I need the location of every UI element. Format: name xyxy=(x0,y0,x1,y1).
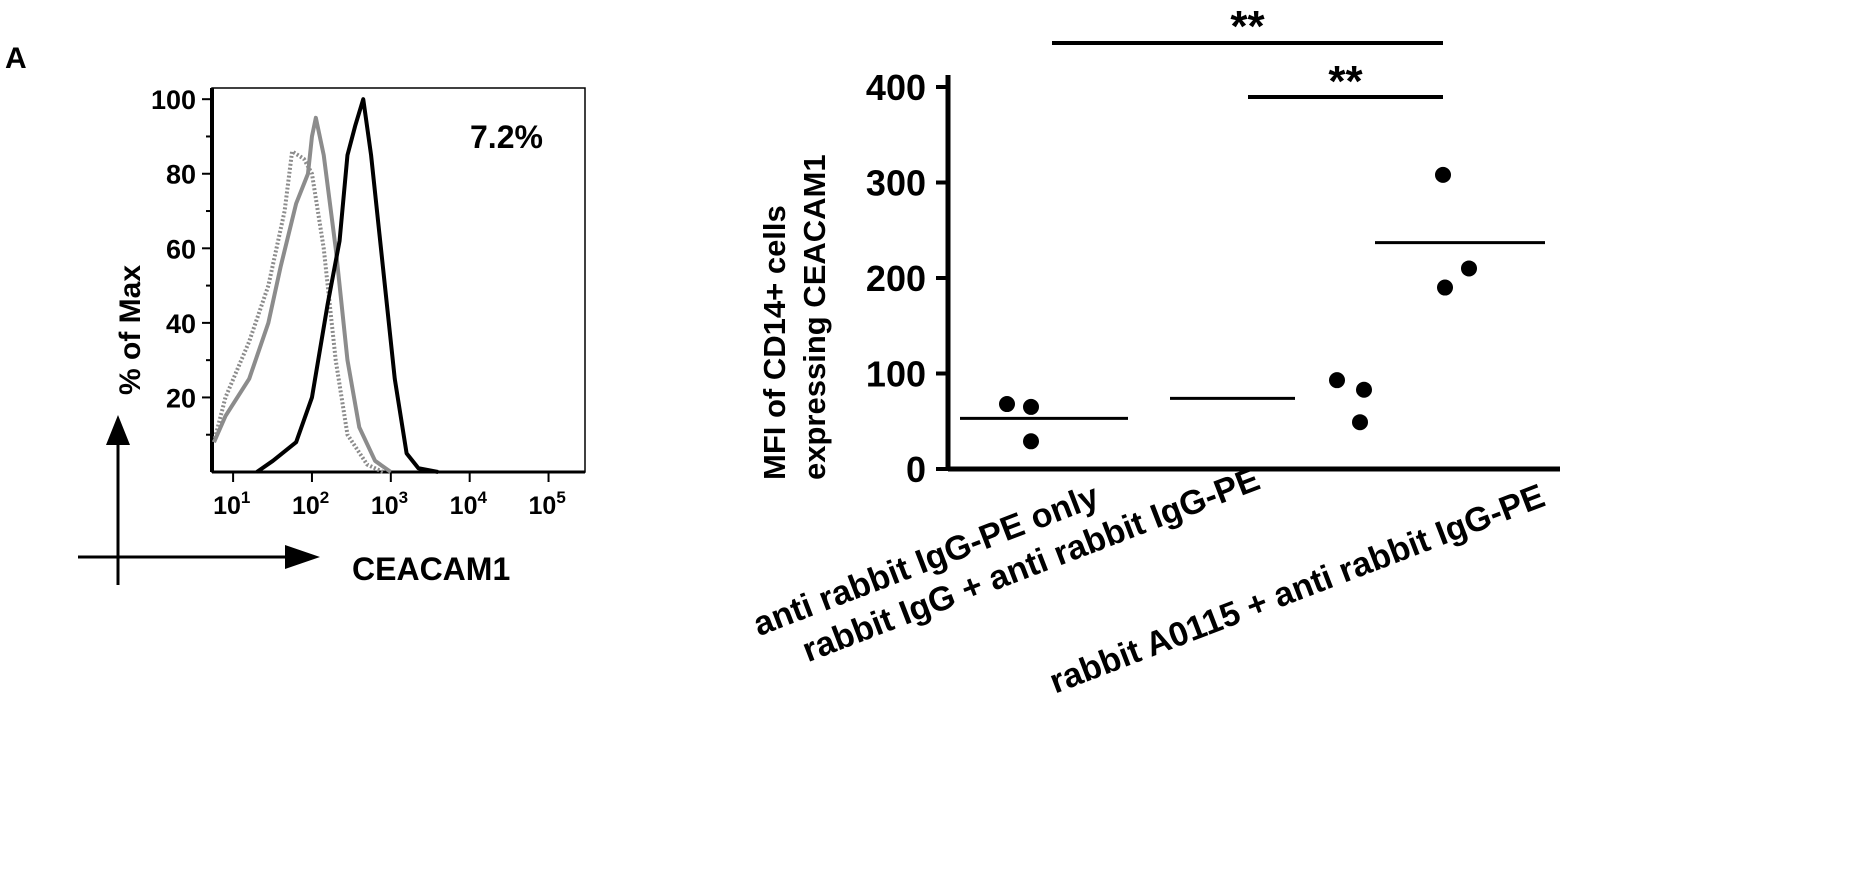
x-axis-label: CEACAM1 xyxy=(352,551,510,587)
x-direction-arrowhead xyxy=(285,545,320,569)
histogram-series-0 xyxy=(212,149,384,474)
scatter-chart: 0 100 200 300 400 MFI of CD14+ cells expressin… xyxy=(748,2,1560,701)
data-point xyxy=(1352,414,1368,431)
data-point xyxy=(999,396,1015,413)
data-point xyxy=(1435,166,1451,183)
x-tick-label: 104 xyxy=(450,488,488,520)
y-tick-label: 100 xyxy=(866,354,926,395)
significance-label: ** xyxy=(1328,57,1363,106)
panel-label: A xyxy=(5,42,27,75)
y-direction-arrowhead xyxy=(106,415,130,445)
x-tick-label: 103 xyxy=(371,488,408,520)
data-point xyxy=(1437,279,1453,296)
data-point xyxy=(1329,372,1345,389)
y-tick-label: 40 xyxy=(166,309,196,339)
y-axis-label-line2: expressing CEACAM1 xyxy=(797,154,832,480)
histogram-series-1 xyxy=(212,115,392,474)
y-tick-label: 400 xyxy=(866,67,926,108)
x-tick-label: 102 xyxy=(292,488,329,520)
histogram-chart: 20 40 60 80 100 101 102 103 104 105 7.2% % of Max CE… xyxy=(78,85,586,587)
y-axis-label: % of Max xyxy=(114,265,147,395)
data-point xyxy=(1023,433,1039,450)
data-point xyxy=(1356,381,1372,398)
y-tick-label: 60 xyxy=(166,234,196,264)
y-tick-label: 0 xyxy=(906,449,926,490)
y-tick-label: 100 xyxy=(151,85,196,115)
y-tick-label: 200 xyxy=(866,258,926,299)
y-tick-label: 300 xyxy=(866,163,926,204)
x-tick-label: 101 xyxy=(213,488,250,520)
histogram-series-2 xyxy=(255,97,439,474)
data-point xyxy=(1023,398,1039,415)
y-axis-label-line1: MFI of CD14+ cells xyxy=(757,205,792,480)
x-tick-label: 105 xyxy=(529,488,566,520)
y-tick-label: 20 xyxy=(166,383,196,413)
data-point xyxy=(1461,260,1477,277)
y-tick-label: 80 xyxy=(166,160,196,190)
percent-annotation: 7.2% xyxy=(470,119,543,155)
significance-label: ** xyxy=(1230,2,1265,51)
